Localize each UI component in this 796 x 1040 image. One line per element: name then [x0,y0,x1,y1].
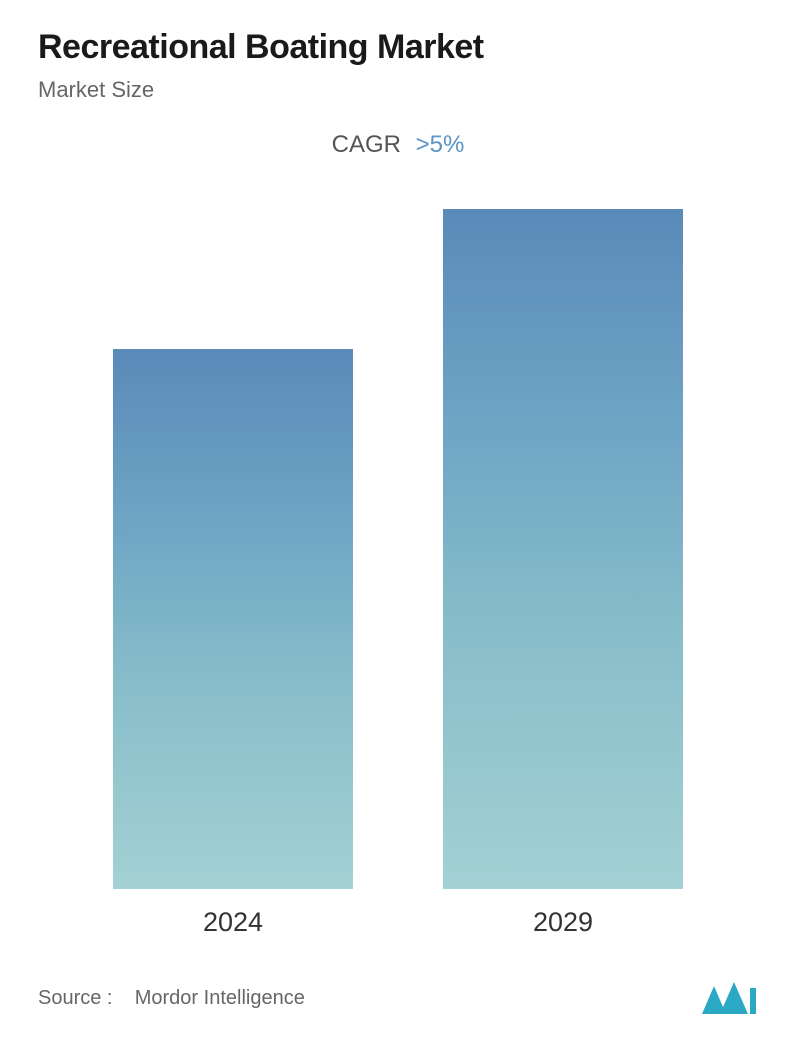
cagr-label: CAGR [332,131,401,158]
bar-group-0: 2024 [113,349,353,938]
cagr-value: >5% [416,131,465,158]
source-text: Source : Mordor Intelligence [38,987,305,1010]
source-label: Source : [38,987,112,1009]
bar-0 [113,349,353,889]
bar-1 [443,209,683,889]
chart-container: Recreational Boating Market Market Size … [0,0,796,1034]
chart-subtitle: Market Size [38,77,758,103]
bar-label-0: 2024 [203,907,263,938]
source-value: Mordor Intelligence [135,987,305,1009]
bar-label-1: 2029 [533,907,593,938]
cagr-row: CAGR >5% [38,131,758,159]
bar-chart: 2024 2029 [38,209,758,938]
bar-group-1: 2029 [443,209,683,938]
chart-title: Recreational Boating Market [38,28,758,67]
brand-logo-icon [700,980,758,1016]
footer: Source : Mordor Intelligence [38,962,758,1040]
